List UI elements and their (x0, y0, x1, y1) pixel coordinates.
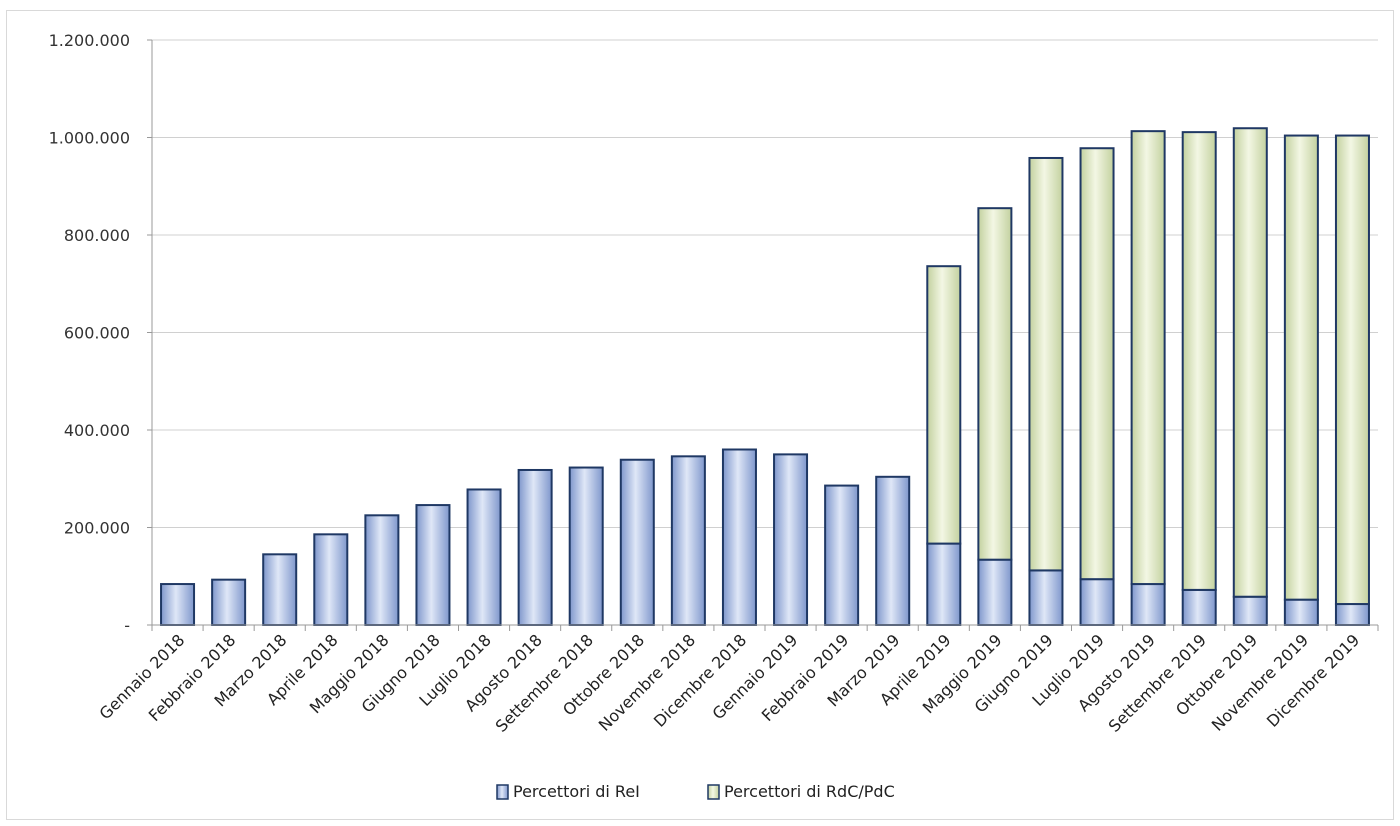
y-tick-label: 200.000 (64, 519, 130, 538)
bar-rei (364, 514, 400, 626)
bar-rdc (926, 265, 962, 545)
bar-rei (517, 468, 553, 626)
bar-rdc (1232, 127, 1268, 598)
gridlines (152, 39, 1378, 528)
bar-rei (1283, 598, 1319, 627)
bar-rei (1028, 569, 1064, 627)
x-tick-label: Gennaio 2018 (95, 630, 188, 723)
x-tick-label: Dicembre 2019 (1263, 630, 1363, 730)
bar-rdc (1130, 130, 1166, 586)
bar-rei (1181, 588, 1217, 627)
y-tick-label: 400.000 (64, 421, 130, 440)
x-tick-label: Dicembre 2018 (650, 630, 750, 730)
bar-rei (875, 475, 911, 626)
y-tick-label: - (124, 616, 130, 635)
bar-rdc (977, 207, 1013, 561)
bar-rdc (1079, 147, 1115, 581)
bar-rei (670, 455, 706, 627)
bar-rei (568, 466, 604, 626)
bar-rdc (1028, 156, 1064, 572)
bar-rei (415, 504, 451, 627)
legend-swatch (496, 784, 509, 800)
legend-label: Percettori di ReI (513, 782, 640, 801)
y-tick-label: 1.000.000 (49, 129, 130, 148)
x-tick-label: Febbraio 2018 (145, 630, 240, 725)
y-tick-label: 600.000 (64, 324, 130, 343)
y-tick-label: 1.200.000 (49, 31, 130, 50)
bar-rei (466, 488, 502, 626)
y-tick-label: 800.000 (64, 226, 130, 245)
bar-rdc (1334, 134, 1370, 606)
bar-rei (313, 533, 349, 627)
bar-rei (721, 448, 757, 626)
bar-rei (977, 558, 1013, 626)
bar-rei (926, 542, 962, 627)
bar-rei (1334, 603, 1370, 626)
legend-swatch (707, 784, 720, 800)
x-tick-label: Febbraio 2019 (758, 630, 853, 725)
legend-label: Percettori di RdC/PdC (724, 782, 895, 801)
bar-rei (1130, 583, 1166, 626)
bar-rei (1079, 578, 1115, 626)
legend: Percettori di ReI Percettori di RdC/PdC (496, 782, 895, 801)
bars (160, 127, 1370, 627)
bar-rei (160, 583, 196, 626)
bar-rei (262, 553, 298, 626)
bar-rdc (1181, 131, 1217, 591)
bar-rei (1232, 595, 1268, 626)
y-axis: - 200.000 400.000 600.000 800.000 1.000.000 1.… (49, 31, 153, 635)
bar-rdc (1283, 134, 1319, 601)
bar-rei (211, 578, 247, 626)
bar-rei (619, 458, 655, 626)
bar-rei (824, 484, 860, 627)
bar-rei (773, 453, 809, 626)
